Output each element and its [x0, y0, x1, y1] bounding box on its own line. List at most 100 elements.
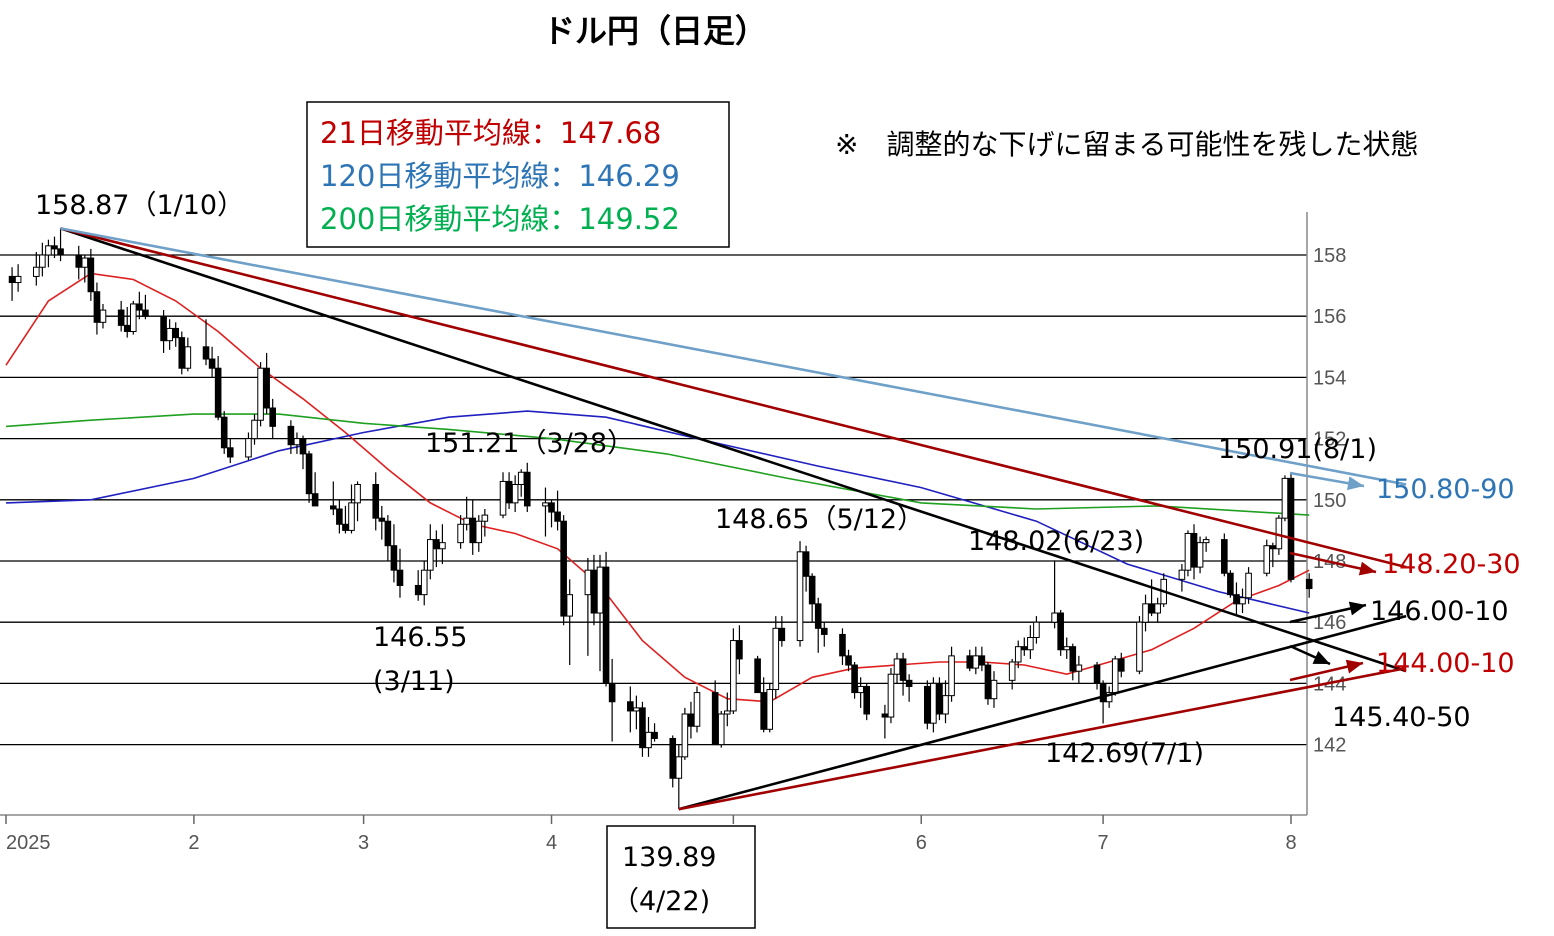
- candle-body: [560, 520, 567, 617]
- candle: [251, 414, 258, 445]
- candle-body: [893, 658, 901, 675]
- candle-body: [1263, 545, 1271, 574]
- candle: [984, 661, 992, 705]
- candle-body: [390, 545, 398, 571]
- candle: [287, 420, 295, 454]
- candle-body: [1148, 603, 1155, 614]
- candle: [693, 686, 701, 733]
- candle: [596, 554, 604, 672]
- candle: [384, 515, 392, 561]
- candle-body: [693, 692, 701, 727]
- candle-body: [75, 254, 83, 268]
- candle: [651, 723, 658, 742]
- candle: [475, 515, 483, 552]
- candle: [354, 481, 361, 522]
- candle: [184, 337, 192, 372]
- candle-body: [14, 275, 22, 284]
- candle-body: [384, 520, 392, 547]
- y-tick-label: 150: [1313, 490, 1346, 512]
- candle: [1111, 655, 1119, 696]
- candle-body: [172, 327, 180, 339]
- gridlines: [0, 254, 1307, 746]
- annotation-label: （4/22): [612, 886, 710, 917]
- candle: [505, 472, 513, 509]
- candle: [93, 282, 101, 335]
- candle-body: [554, 511, 561, 522]
- trendlines: [60, 227, 1407, 811]
- candle: [899, 652, 907, 696]
- candle: [772, 616, 780, 699]
- candle-body: [1196, 542, 1204, 568]
- y-tick-label: 152: [1313, 429, 1346, 451]
- candle: [1027, 625, 1034, 659]
- candle-body: [542, 502, 549, 507]
- candle: [75, 245, 83, 280]
- candle-body: [378, 517, 386, 522]
- candle: [390, 524, 398, 583]
- candle-body: [863, 685, 871, 715]
- candle-body: [1099, 682, 1107, 703]
- candle: [1075, 655, 1083, 684]
- candle-body: [166, 327, 173, 342]
- candle-body: [33, 266, 40, 277]
- candle-body: [1008, 661, 1016, 681]
- candle-body: [899, 658, 907, 681]
- annotation-label: 139.89: [622, 842, 716, 873]
- candle: [602, 551, 610, 687]
- candle-body: [269, 407, 276, 427]
- candle: [214, 355, 222, 421]
- candle-body: [1178, 569, 1186, 580]
- candle-body: [881, 713, 889, 718]
- candle: [336, 499, 343, 534]
- candle-body: [439, 542, 446, 550]
- axes: 14214414614815015215415615820252345678: [0, 212, 1346, 854]
- candle-body: [1033, 621, 1040, 639]
- candle: [851, 661, 858, 699]
- candle-body: [566, 594, 574, 617]
- annotation-label: 151.21（3/28）: [425, 428, 634, 459]
- candle: [396, 548, 404, 598]
- x-tick-label: 4: [546, 832, 557, 854]
- candle-body: [1027, 637, 1034, 651]
- y-tick-label: 142: [1313, 735, 1346, 757]
- candle-body: [730, 640, 737, 712]
- candle: [972, 646, 980, 675]
- candle: [711, 680, 719, 746]
- candle-body: [348, 502, 355, 531]
- candle: [754, 655, 761, 694]
- candle-body: [142, 309, 149, 317]
- candle-body: [766, 689, 774, 730]
- candle: [1148, 579, 1155, 617]
- candle: [1287, 471, 1295, 583]
- candle: [1099, 680, 1107, 724]
- candle: [887, 668, 895, 724]
- candle: [796, 541, 804, 647]
- candle-body: [1093, 664, 1101, 684]
- candle: [802, 545, 810, 592]
- candle-body: [1184, 532, 1192, 571]
- candle: [1136, 616, 1143, 675]
- candle-body: [475, 520, 483, 544]
- legend: 21日移動平均線：147.68 120日移動平均線：146.29 200日移動平…: [306, 101, 730, 248]
- candle: [1093, 661, 1101, 690]
- candle-body: [99, 309, 107, 323]
- candle-body: [311, 493, 319, 507]
- candle-body: [293, 438, 301, 446]
- candle-body: [602, 566, 610, 684]
- candle-body: [1233, 594, 1240, 605]
- candle-body: [414, 584, 422, 596]
- y-tick-label: 156: [1313, 306, 1346, 328]
- candle: [1245, 567, 1252, 604]
- candle: [1184, 530, 1192, 577]
- price-annotations: 158.87（1/10） 151.21（3/28） 146.55 (3/11) …: [35, 190, 1521, 929]
- candle-body: [814, 603, 822, 629]
- y-tick-label: 158: [1313, 245, 1346, 267]
- candle-body: [1014, 646, 1022, 663]
- candle-body: [723, 710, 731, 715]
- candle-body: [711, 692, 719, 746]
- candle-body: [772, 627, 780, 691]
- candle-body: [930, 682, 937, 724]
- candle-body: [214, 367, 222, 418]
- legend-entry: 120日移動平均線：146.29: [320, 159, 680, 193]
- candle: [639, 701, 646, 757]
